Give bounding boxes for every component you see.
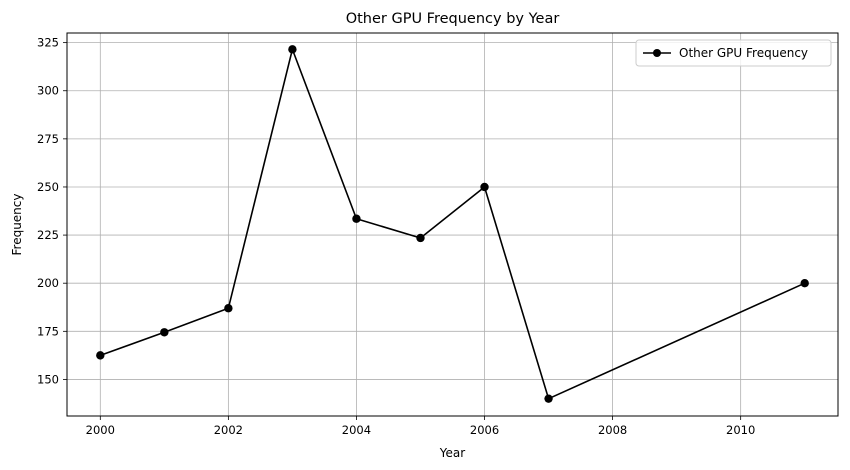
data-point — [96, 351, 105, 360]
y-tick-label: 325 — [37, 36, 59, 50]
data-point — [480, 182, 489, 192]
data-point — [416, 233, 425, 243]
y-tick-label: 200 — [37, 276, 59, 290]
legend: Other GPU Frequency — [635, 39, 832, 67]
legend-box — [635, 39, 832, 67]
x-tick-label: 2002 — [214, 423, 243, 437]
y-axis: 150 175 200 225 250 275 300 325 — [37, 36, 67, 386]
chart-title: Other GPU Frequency by Year — [346, 11, 560, 27]
series-layer — [96, 45, 809, 403]
data-point — [224, 304, 233, 313]
grid — [67, 33, 838, 416]
y-tick-label: 225 — [37, 228, 59, 242]
data-point — [544, 394, 553, 403]
y-tick-label: 150 — [37, 372, 59, 386]
x-tick-label: 2000 — [86, 423, 115, 437]
data-point — [288, 45, 297, 54]
legend-marker-swatch — [653, 49, 661, 57]
x-axis-label: Year — [439, 446, 465, 460]
series-line — [100, 48, 806, 400]
x-tick-label: 2010 — [726, 423, 755, 437]
x-tick-label: 2004 — [342, 423, 371, 437]
y-tick-label: 175 — [37, 324, 59, 338]
y-tick-label: 250 — [37, 180, 59, 194]
x-axis: 2000 2002 2004 2006 2008 2010 — [86, 416, 755, 437]
data-point — [800, 279, 809, 288]
x-tick-label: 2006 — [470, 423, 499, 437]
plot-frame — [66, 32, 839, 417]
data-point — [352, 214, 361, 223]
legend-entry-other-gpu-frequency: Other GPU Frequency — [679, 46, 808, 60]
y-axis-label: Frequency — [10, 194, 24, 256]
data-point — [160, 328, 169, 337]
y-tick-label: 275 — [37, 132, 59, 146]
y-tick-label: 300 — [37, 84, 59, 98]
x-tick-label: 2008 — [598, 423, 627, 437]
